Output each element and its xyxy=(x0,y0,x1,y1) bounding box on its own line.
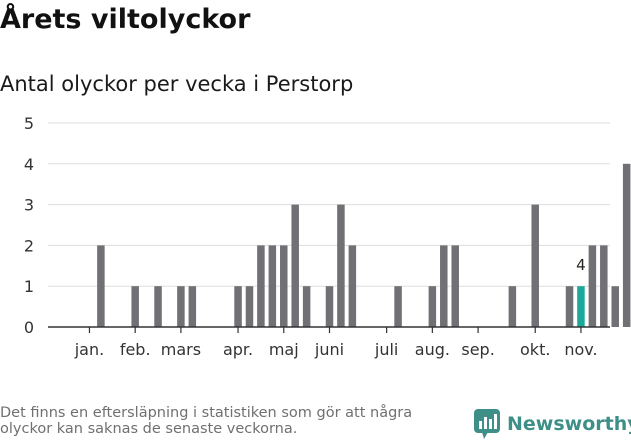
bar-week-24 xyxy=(325,286,334,327)
y-tick-label: 5 xyxy=(24,114,34,133)
bar-week-18 xyxy=(257,245,265,327)
bar-week-45 xyxy=(565,286,574,327)
bar-week-12 xyxy=(188,286,197,327)
bar-week-7 xyxy=(131,286,139,327)
bar-week-19 xyxy=(268,245,277,327)
x-tick-label-month: feb. xyxy=(120,340,151,359)
x-tick-label-month: apr. xyxy=(223,340,253,359)
bar-week-undefined xyxy=(611,286,619,327)
bar-week-34 xyxy=(440,245,448,327)
bar-week-20 xyxy=(280,245,288,327)
brand-name: Newsworthy xyxy=(507,413,631,435)
x-tick-label-month: juli xyxy=(374,340,398,359)
x-tick-label-month: okt. xyxy=(520,340,550,359)
bar-week-21 xyxy=(291,204,299,327)
bar-week-35 xyxy=(451,245,459,327)
bar-week-undefined xyxy=(622,163,631,327)
x-tick-label-month: sep. xyxy=(461,340,494,359)
y-tick-label: 2 xyxy=(24,236,34,255)
highlight-bar-week-46 xyxy=(577,286,585,327)
x-tick-label-month: nov. xyxy=(564,340,597,359)
footnote-text: Det finns en eftersläpning i statistiken… xyxy=(0,405,413,437)
bar-week-40 xyxy=(508,286,517,327)
bar-week-undefined xyxy=(600,245,608,327)
bar-week-16 xyxy=(234,286,242,327)
y-tick-label: 3 xyxy=(24,196,34,215)
weekly-accidents-bar-chart: 0 1 2 3 4 5 jan. feb. mars apr. maj juni juli aug. sep… xyxy=(24,114,631,359)
brand[interactable]: Newsworthy xyxy=(474,408,631,440)
bar-week-42 xyxy=(531,204,539,327)
bar-week-26 xyxy=(348,245,357,327)
bar-week-17 xyxy=(245,286,254,327)
chart-title: Årets viltolyckor xyxy=(0,4,251,35)
x-tick-label-month: juni xyxy=(314,340,344,359)
y-tick-label: 1 xyxy=(24,277,34,296)
y-tick-label: 4 xyxy=(24,155,34,174)
y-tick-label: 0 xyxy=(24,318,34,337)
x-tick-label-month: jan. xyxy=(74,340,104,359)
highlight-value-label: 4 xyxy=(576,256,586,274)
bar-week-22 xyxy=(302,286,311,327)
newsworthy-logo-icon xyxy=(474,409,500,439)
x-tick-label-month: maj xyxy=(269,340,299,359)
x-tick-label-month: mars xyxy=(161,340,201,359)
bar-week-33 xyxy=(428,286,437,327)
bar-week-25 xyxy=(337,204,345,327)
bar-week-9 xyxy=(154,286,162,327)
bar-week-undefined xyxy=(588,245,597,327)
bar-week-11 xyxy=(177,286,185,327)
chart-subtitle: Antal olyckor per vecka i Perstorp xyxy=(0,72,354,96)
bar-week-4 xyxy=(97,245,105,327)
x-tick-label-month: aug. xyxy=(415,340,450,359)
bar-week-30 xyxy=(394,286,402,327)
